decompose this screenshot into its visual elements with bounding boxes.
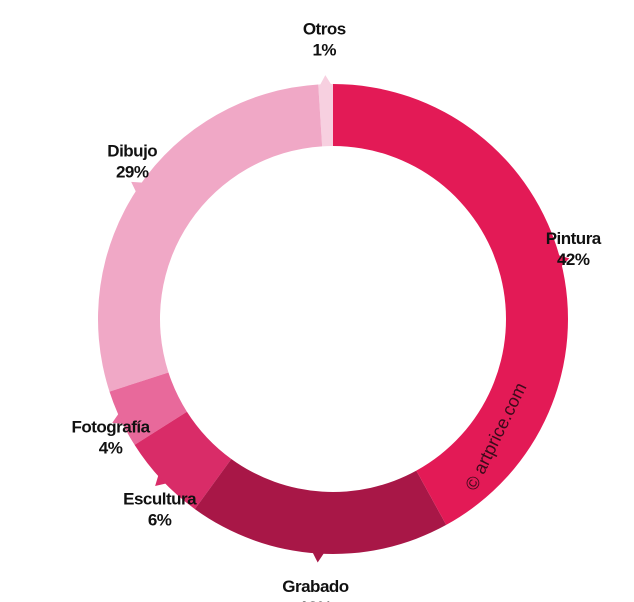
pointer (131, 181, 143, 193)
category-label: Dibujo (107, 142, 157, 161)
category-label: Otros (303, 20, 346, 39)
value-label: 6% (148, 510, 172, 529)
pointer (155, 474, 167, 487)
value-label: 42% (557, 250, 590, 269)
donut-segment (109, 372, 187, 445)
value-label: 4% (99, 438, 123, 457)
pointer (558, 255, 570, 267)
donut-segment (194, 458, 447, 554)
donut-segment (134, 411, 232, 510)
pointer (319, 75, 332, 86)
category-label: Pintura (546, 229, 602, 248)
value-label: 1% (312, 41, 336, 60)
value-label: 29% (116, 163, 149, 182)
donut-segment (318, 84, 333, 147)
category-label: Escultura (123, 489, 197, 508)
category-label: Fotografía (71, 417, 150, 436)
pointer (112, 413, 124, 424)
pointer (312, 552, 325, 563)
category-label: Grabado (282, 577, 349, 596)
donut-segment (333, 84, 568, 525)
value-label: 18% (299, 598, 332, 602)
donut-segment (98, 84, 323, 392)
